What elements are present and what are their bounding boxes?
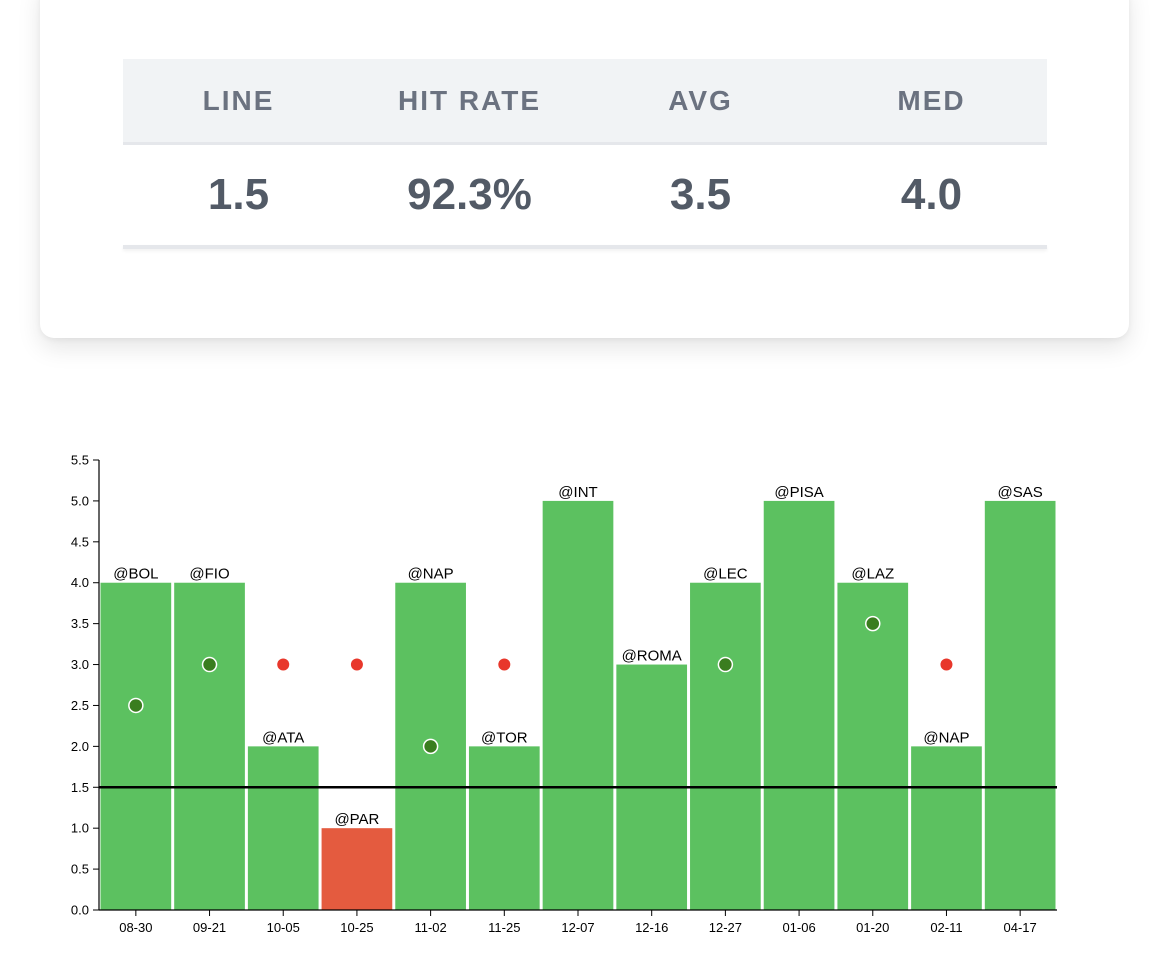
bar[interactable]	[984, 500, 1056, 910]
bar[interactable]	[837, 582, 909, 910]
bar[interactable]	[542, 500, 614, 910]
x-tick-label: 01-20	[856, 920, 889, 935]
bar-label: @NAP	[408, 566, 454, 583]
x-tick-label: 01-06	[782, 920, 815, 935]
x-tick-label: 09-21	[193, 920, 226, 935]
value-hit-rate: 92.3%	[407, 170, 532, 219]
value-avg: 3.5	[669, 170, 732, 219]
y-tick-label: 2.0	[71, 739, 89, 754]
stats-header-row: LINE HIT RATE AVG MED	[123, 59, 1047, 142]
y-tick-label: 1.0	[71, 821, 89, 836]
bar[interactable]	[100, 582, 172, 910]
y-tick-label: 5.5	[71, 453, 89, 468]
bar-label: @PISA	[774, 484, 823, 501]
bar-label: @TOR	[481, 729, 528, 746]
x-tick-label: 12-16	[635, 920, 668, 935]
value-med: 4.0	[900, 170, 963, 219]
data-point[interactable]	[865, 615, 881, 632]
bar[interactable]	[321, 828, 393, 910]
y-tick-label: 5.0	[71, 493, 89, 508]
divider	[123, 245, 1047, 249]
y-tick-label: 3.5	[71, 616, 89, 631]
bar-label: @NAP	[923, 729, 969, 746]
header-med: MED	[897, 84, 966, 116]
y-tick-label: 0.5	[71, 862, 89, 877]
data-point[interactable]	[277, 658, 290, 671]
data-point[interactable]	[498, 658, 511, 671]
data-point[interactable]	[717, 656, 734, 673]
x-tick-label: 10-25	[340, 920, 373, 935]
y-tick-label: 3.0	[71, 657, 89, 672]
data-point[interactable]	[201, 656, 218, 673]
x-tick-label: 12-27	[709, 920, 742, 935]
bar-label: @SAS	[998, 484, 1043, 501]
y-tick-label: 0.0	[71, 903, 89, 918]
data-point[interactable]	[940, 658, 953, 671]
y-tick-label: 4.5	[71, 534, 89, 549]
bar[interactable]	[763, 500, 835, 910]
x-tick-label: 11-25	[488, 920, 520, 935]
header-hit-rate: HIT RATE	[397, 84, 542, 116]
y-tick-label: 2.5	[71, 698, 89, 713]
bar-label: @BOL	[113, 566, 158, 583]
bar[interactable]	[174, 582, 245, 910]
bar-label: @ATA	[262, 729, 304, 746]
bar-label: @FIO	[189, 566, 229, 583]
bar-label: @ROMA	[622, 648, 682, 665]
x-tick-label: 10-05	[267, 920, 300, 935]
x-tick-label: 12-07	[561, 920, 594, 935]
x-tick-label: 11-02	[414, 920, 446, 935]
header-line: LINE	[202, 84, 275, 116]
x-tick-label: 08-30	[119, 920, 152, 935]
header-avg: AVG	[668, 84, 733, 116]
bar-label: @PAR	[334, 811, 379, 828]
bar-label: @LAZ	[851, 566, 894, 583]
data-point[interactable]	[422, 738, 439, 755]
bar-chart: @BOL @FIO @ATA @PAR @NAP @TOR @INT @ROMA @LEC @PI…	[71, 453, 1057, 935]
bar[interactable]	[911, 746, 982, 910]
bar[interactable]	[247, 746, 319, 910]
stats-value-row: 1.5 92.3% 3.5 4.0	[123, 145, 1047, 245]
y-tick-label: 1.5	[71, 780, 89, 795]
data-point[interactable]	[128, 697, 144, 714]
x-tick-label: 02-11	[930, 920, 962, 935]
bar-label: @INT	[558, 484, 597, 501]
bar-label: @LEC	[703, 566, 748, 583]
y-tick-label: 4.0	[71, 575, 89, 590]
bar[interactable]	[468, 746, 540, 910]
value-line: 1.5	[207, 170, 270, 219]
data-point[interactable]	[350, 658, 363, 671]
stats-card	[40, 0, 1129, 338]
bar[interactable]	[690, 582, 761, 910]
divider	[123, 142, 1047, 145]
stats-table: LINE HIT RATE AVG MED 1.5 92.3% 3.5 4.0	[123, 59, 1047, 249]
x-tick-label: 04-17	[1004, 920, 1037, 935]
